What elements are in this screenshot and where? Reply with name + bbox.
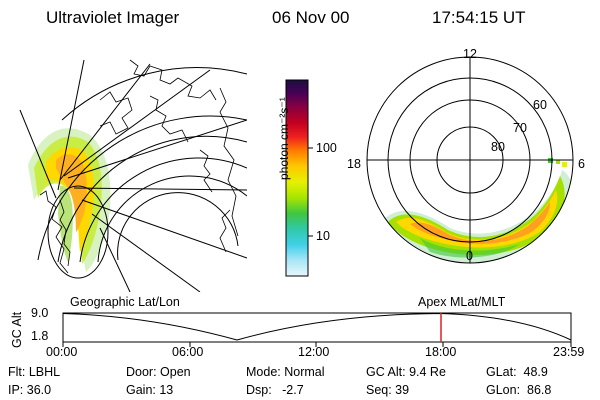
gc-alt-readout: GC Alt: 9.4 Re (366, 365, 446, 379)
colorbar-unit-label: photon cm⁻²s⁻¹ (277, 97, 291, 180)
ip-readout: IP: 36.0 (8, 383, 52, 397)
gc-alt-xtick-1800: 18:00 (425, 345, 457, 359)
mlt-label-6: 6 (578, 157, 585, 171)
coastlines (39, 59, 239, 274)
colorbar-tick-label-100: 100 (316, 141, 337, 155)
colorbar (285, 79, 313, 277)
gc-alt-xtick-1200: 12:00 (298, 345, 330, 359)
seq-readout: Seq: 39 (366, 383, 410, 397)
gc-alt-ytick-9: 9.0 (31, 306, 49, 320)
lat-label-80: 80 (491, 140, 505, 154)
lat-label-60: 60 (533, 98, 547, 112)
gain-readout: Gain: 13 (126, 383, 174, 397)
gc-alt-frame (62, 312, 572, 343)
latitude-grid (37, 67, 247, 279)
mlt-label-12: 12 (463, 47, 477, 61)
lat-label-70: 70 (513, 121, 527, 135)
date-label: 06 Nov 00 (272, 8, 350, 27)
colorbar-gradient (285, 79, 309, 277)
glon-readout: GLon: 86.8 (486, 383, 552, 397)
mlt-label-0: 0 (466, 249, 473, 263)
gc-alt-xtick-0600: 06:00 (172, 345, 204, 359)
glat-readout: GLat: 48.9 (486, 365, 548, 379)
mode-readout: Mode: Normal (246, 365, 325, 379)
longitude-grid (19, 59, 247, 292)
gc-alt-xticks (62, 342, 572, 347)
dsp-readout: Dsp: -2.7 (246, 383, 304, 397)
polar-plot (366, 56, 574, 264)
geographic-panel-label: Geographic Lat/Lon (70, 295, 180, 309)
instrument-title: Ultraviolet Imager (46, 8, 180, 27)
aurora-emission-polar (382, 158, 573, 263)
orbit-altitude-curve (62, 312, 572, 341)
gc-alt-ytick-1-8: 1.8 (31, 329, 49, 343)
polar-grid (366, 56, 574, 264)
gc-alt-xtick-2359: 23:59 (553, 345, 585, 359)
geographic-map (19, 59, 247, 292)
mlt-label-18: 18 (347, 157, 361, 171)
gc-alt-plot (62, 312, 572, 347)
time-label: 17:54:15 UT (432, 8, 526, 27)
door-readout: Door: Open (126, 365, 191, 379)
apex-panel-label: Apex MLat/MLT (418, 295, 506, 309)
gc-alt-axis-label: GC Alt (10, 311, 24, 348)
filter-readout: Flt: LBHL (8, 365, 61, 379)
gc-alt-xtick-0000: 00:00 (46, 345, 78, 359)
colorbar-tick-label-10: 10 (316, 229, 330, 243)
